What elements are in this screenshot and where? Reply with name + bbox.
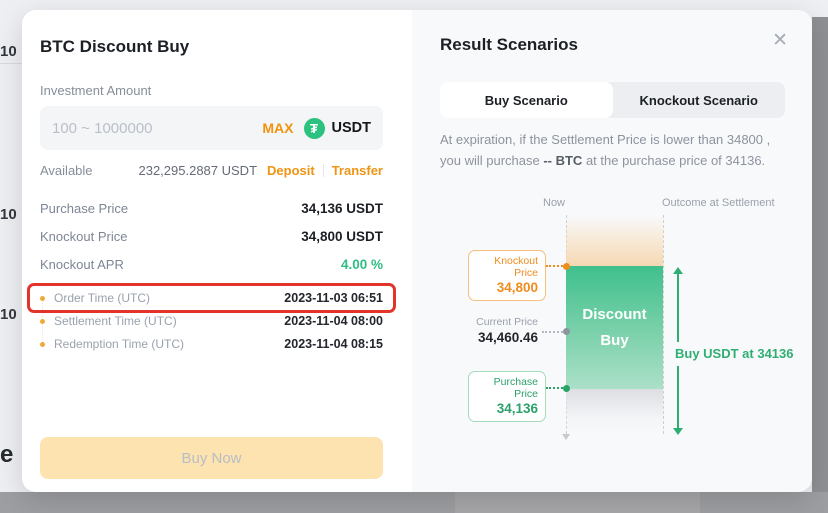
order-form-panel: BTC Discount Buy Investment Amount MAX ₮… — [22, 10, 412, 492]
range-arrow-line — [677, 273, 679, 342]
knockout-price-row: Knockout Price 34,800 USDT — [40, 228, 383, 244]
description-bold: -- BTC — [543, 153, 583, 168]
knockout-connector — [546, 265, 566, 267]
purchase-price-value: 34,136 USDT — [301, 200, 383, 216]
available-value: 232,295.2887 USDT — [138, 163, 258, 178]
tether-icon: ₮ — [303, 117, 325, 139]
investment-amount-label: Investment Amount — [40, 83, 152, 98]
background-bottom-bar-segment — [455, 492, 700, 513]
background-text-fragment: 10 — [0, 306, 17, 323]
scenario-description: At expiration, if the Settlement Price i… — [440, 129, 794, 171]
description-post: at the purchase price of 34136. — [582, 153, 766, 168]
discount-buy-band-label-line1: Discount — [582, 305, 647, 323]
background-text-fragment: e — [0, 441, 14, 468]
transfer-link[interactable]: Transfer — [331, 163, 383, 178]
knockout-zone-band — [566, 216, 663, 266]
current-price-label: Current Price — [476, 316, 538, 328]
purchase-badge-label: Purchase Price — [493, 376, 538, 400]
redemption-time-label: Redemption Time (UTC) — [54, 337, 185, 351]
purchase-price-row: Purchase Price 34,136 USDT — [40, 200, 383, 216]
outcome-axis-label: Outcome at Settlement — [662, 197, 775, 209]
current-price-annotation: Current Price 34,460.46 — [442, 316, 538, 345]
knockout-price-badge: Knockout Price 34,800 — [468, 250, 546, 301]
redemption-time-row: Redemption Time (UTC) 2023-11-04 08:15 — [40, 337, 383, 351]
scenarios-title: Result Scenarios — [440, 35, 578, 54]
tab-buy-scenario[interactable]: Buy Scenario — [440, 82, 613, 118]
current-price-marker-dot — [563, 328, 570, 335]
order-info-rows: Purchase Price 34,136 USDT Knockout Pric… — [40, 200, 383, 284]
max-button[interactable]: MAX — [262, 120, 294, 136]
order-time-label: Order Time (UTC) — [54, 291, 150, 305]
order-time-value: 2023-11-03 06:51 — [284, 291, 383, 305]
knockout-price-value: 34,800 USDT — [301, 228, 383, 244]
investment-amount-input[interactable] — [52, 119, 257, 137]
result-scenarios-panel: Result Scenarios ✕ Buy Scenario Knockout… — [412, 10, 812, 492]
knockout-apr-value: 4.00 % — [340, 256, 383, 272]
purchase-badge-value: 34,136 — [496, 401, 538, 416]
purchase-connector — [546, 387, 566, 389]
range-arrow-up-icon — [673, 267, 683, 274]
investment-amount-field[interactable]: MAX ₮ USDT — [40, 106, 383, 150]
currency-label: USDT — [331, 120, 371, 136]
modal-title: BTC Discount Buy — [40, 37, 190, 56]
close-icon[interactable]: ✕ — [772, 30, 788, 51]
purchase-marker-dot — [563, 385, 570, 392]
range-arrow-down-icon — [673, 428, 683, 435]
below-purchase-band — [566, 389, 663, 434]
knockout-marker-dot — [563, 263, 570, 270]
current-price-value: 34,460.46 — [477, 330, 538, 345]
now-axis-label: Now — [543, 197, 566, 209]
settlement-time-value: 2023-11-04 08:00 — [284, 314, 383, 328]
settlement-time-row: Settlement Time (UTC) 2023-11-04 08:00 — [40, 314, 383, 328]
available-label: Available — [40, 163, 93, 178]
deposit-link[interactable]: Deposit — [267, 163, 315, 178]
redemption-time-value: 2023-11-04 08:15 — [284, 337, 383, 351]
tab-knockout-scenario[interactable]: Knockout Scenario — [639, 92, 758, 108]
discount-buy-modal: BTC Discount Buy Investment Amount MAX ₮… — [22, 10, 812, 492]
purchase-price-badge: Purchase Price 34,136 — [468, 371, 546, 422]
order-time-row: Order Time (UTC) 2023-11-03 06:51 — [40, 291, 383, 305]
background-text-fragment: 10 — [0, 206, 17, 223]
purchase-price-label: Purchase Price — [40, 200, 129, 216]
discount-buy-band: Discount Buy — [566, 266, 663, 389]
current-price-connector — [542, 331, 566, 333]
description-pre: At expiration, if the Settlement Price i… — [440, 132, 771, 168]
range-arrow-line — [677, 366, 679, 428]
bullet-icon — [40, 295, 45, 301]
time-rows: Order Time (UTC) 2023-11-03 06:51 Settle… — [40, 291, 383, 360]
knockout-badge-value: 34,800 — [496, 280, 538, 295]
background-bottom-bar — [0, 492, 828, 513]
settlement-dashed-line — [663, 215, 664, 434]
knockout-apr-label: Knockout APR — [40, 256, 124, 272]
background-text-fragment: 10 — [0, 43, 17, 60]
bullet-icon — [40, 318, 45, 324]
settlement-time-label: Settlement Time (UTC) — [54, 314, 177, 328]
scenario-chart: Now Outcome at Settlement Discount Buy K… — [412, 10, 812, 492]
available-balance-row: Available 232,295.2887 USDT Deposit Tran… — [40, 163, 383, 178]
knockout-apr-row: Knockout APR 4.00 % — [40, 256, 383, 272]
scenario-tabs: Buy Scenario Knockout Scenario — [440, 82, 785, 118]
knockout-price-label: Knockout Price — [40, 228, 128, 244]
background-right-strip — [812, 17, 828, 492]
background-divider — [0, 63, 22, 64]
buy-now-button[interactable]: Buy Now — [40, 437, 383, 479]
divider — [322, 164, 324, 177]
range-arrow-label: Buy USDT at 34136 — [675, 346, 794, 361]
knockout-badge-label: Knockout Price — [494, 255, 538, 279]
bullet-icon — [40, 341, 45, 347]
down-arrow-icon — [562, 434, 570, 440]
discount-buy-band-label-line2: Buy — [600, 331, 629, 349]
